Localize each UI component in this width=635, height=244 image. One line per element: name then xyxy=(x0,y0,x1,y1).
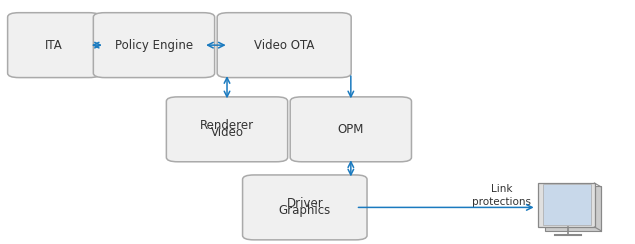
FancyBboxPatch shape xyxy=(545,186,601,231)
Text: Graphics: Graphics xyxy=(279,204,331,217)
Text: Driver: Driver xyxy=(286,197,323,211)
FancyBboxPatch shape xyxy=(217,13,351,78)
FancyBboxPatch shape xyxy=(8,13,100,78)
FancyBboxPatch shape xyxy=(538,183,595,227)
Text: Policy Engine: Policy Engine xyxy=(115,39,193,52)
FancyBboxPatch shape xyxy=(166,97,288,162)
Text: ITA: ITA xyxy=(45,39,63,52)
Text: OPM: OPM xyxy=(338,123,364,136)
Text: Renderer: Renderer xyxy=(200,119,254,132)
FancyBboxPatch shape xyxy=(543,184,591,225)
Text: Video: Video xyxy=(211,126,243,139)
FancyBboxPatch shape xyxy=(243,175,367,240)
FancyBboxPatch shape xyxy=(290,97,411,162)
FancyBboxPatch shape xyxy=(93,13,215,78)
Text: Link
protections: Link protections xyxy=(472,183,531,207)
Text: Video OTA: Video OTA xyxy=(254,39,314,52)
